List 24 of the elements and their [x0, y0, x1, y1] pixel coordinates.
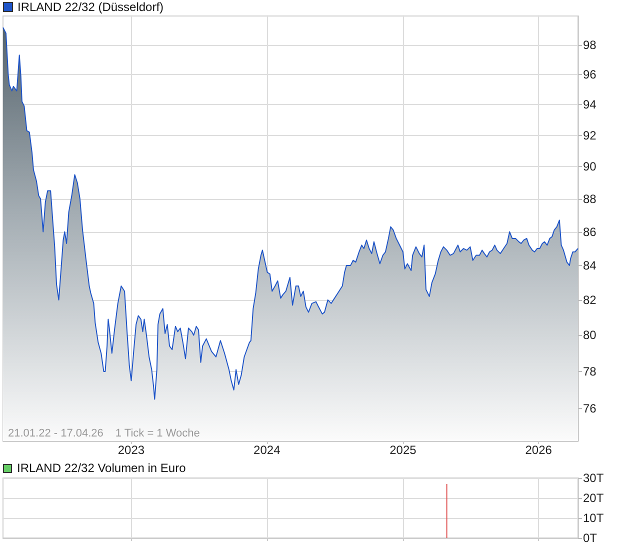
- x-tick-label: 2026: [525, 443, 552, 457]
- x-tick-label: 2023: [118, 443, 145, 457]
- y-tick-label: 92: [583, 128, 597, 142]
- annotation: 1 Tick = 1 Woche: [115, 428, 200, 440]
- y-tick-label: 10T: [583, 511, 604, 525]
- y-tick-label: 88: [583, 192, 597, 206]
- text: IRLAND 22/32 Volumen in Euro: [17, 461, 186, 475]
- y-tick-label: 80: [583, 328, 597, 342]
- y-tick-label: 94: [583, 98, 597, 112]
- y-tick-label: 78: [583, 364, 597, 378]
- y-tick-label: 82: [583, 292, 597, 307]
- y-tick-label: 90: [583, 160, 597, 174]
- legend-label: IRLAND 22/32 (Düsseldorf): [18, 0, 164, 14]
- y-tick-label: 96: [583, 67, 597, 82]
- annotation: 21.01.22 - 17.04.26: [8, 428, 104, 440]
- y-tick-label: 84: [583, 258, 597, 272]
- y-tick-label: 20T: [583, 491, 604, 505]
- y-tick-label: 0T: [583, 531, 598, 545]
- y-tick-label: 76: [583, 402, 597, 416]
- y-tick-label: 30T: [583, 471, 604, 485]
- x-tick-label: 2025: [390, 443, 417, 457]
- x-tick-label: 2024: [254, 443, 281, 457]
- y-tick-label: 86: [583, 224, 597, 239]
- y-tick-label: 98: [583, 38, 597, 52]
